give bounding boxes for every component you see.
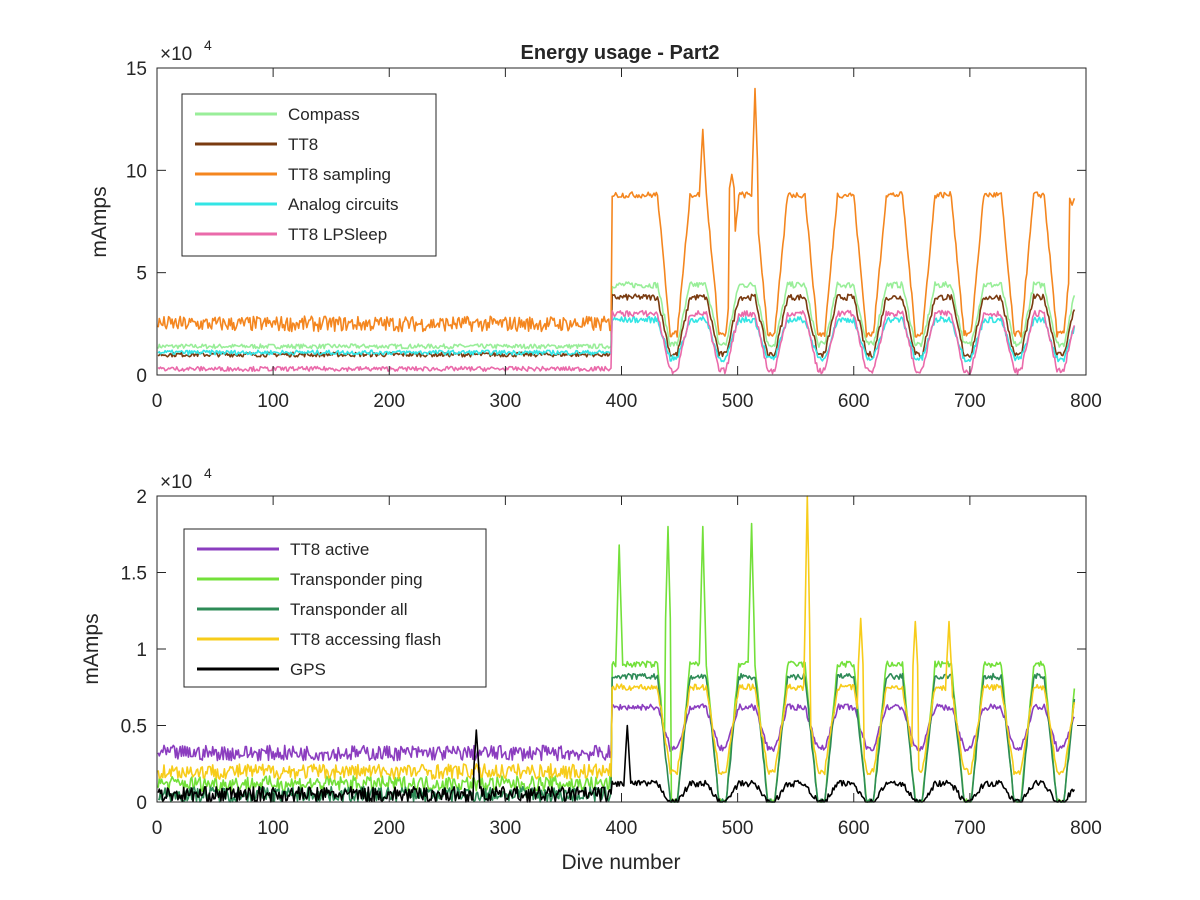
top-y-axis-label: mAmps [88, 186, 111, 257]
bottom-legend-label-transponder-ping: Transponder ping [290, 570, 423, 589]
bottom-exponent-power: 4 [204, 465, 212, 481]
top-legend: Compass TT8 TT8 sampling Analog circuits TT8… [181, 93, 437, 257]
bottom-x-tick-label: 100 [257, 818, 289, 839]
bottom-exponent: ×10 4 [160, 465, 212, 493]
bottom-x-tick-label: 0 [152, 818, 163, 839]
bottom-series-tt8-accessing-flash [157, 495, 1076, 780]
top-x-tick-label: 0 [152, 391, 163, 412]
top-exponent-power: 4 [204, 37, 212, 53]
bottom-series-gps [157, 724, 1076, 803]
top-x-tick-label: 300 [490, 391, 522, 412]
bottom-x-tick-label: 800 [1070, 818, 1102, 839]
top-legend-label-analog-circuits: Analog circuits [288, 195, 399, 214]
top-x-tick-label: 200 [373, 391, 405, 412]
top-x-tick-label: 800 [1070, 391, 1102, 412]
top-legend-label-compass: Compass [288, 105, 360, 124]
bottom-legend-label-tt8-active: TT8 active [290, 540, 369, 559]
bottom-x-tick-label: 500 [722, 818, 754, 839]
chart-title: Energy usage - Part2 [521, 42, 720, 64]
top-x-tick-label: 600 [838, 391, 870, 412]
top-y-tick-label: 0 [136, 366, 147, 387]
top-x-tick-label: 100 [257, 391, 289, 412]
bottom-y-tick-label: 0.5 [121, 717, 147, 738]
top-legend-label-tt8-sampling: TT8 sampling [288, 165, 391, 184]
top-x-tick-label: 700 [954, 391, 986, 412]
x-axis-label: Dive number [561, 851, 680, 874]
bottom-legend: TT8 active Transponder ping Transponder al… [183, 528, 487, 688]
bottom-legend-label-transponder-all: Transponder all [290, 600, 408, 619]
bottom-y-tick-label: 1 [136, 640, 147, 661]
top-x-tick-label: 400 [606, 391, 638, 412]
top-series-tt8-sampling [157, 87, 1076, 338]
top-series-compass [157, 281, 1076, 350]
bottom-x-tick-label: 300 [490, 818, 522, 839]
bottom-chart: 0 100 200 300 400 500 600 700 800 0 0.5 1 1.5 2 ×10 4… [80, 465, 1102, 874]
top-x-tick-label: 500 [722, 391, 754, 412]
bottom-x-tick-label: 200 [373, 818, 405, 839]
bottom-legend-label-tt8-accessing-flash: TT8 accessing flash [290, 630, 441, 649]
top-exponent: ×10 4 [160, 37, 212, 65]
bottom-x-tick-label: 700 [954, 818, 986, 839]
bottom-y-axis-label: mAmps [80, 613, 103, 684]
bottom-x-tick-label: 600 [838, 818, 870, 839]
top-y-tick-label: 10 [126, 161, 147, 182]
top-series-tt8-lpsleep [157, 309, 1076, 375]
top-ticks: 0 100 200 300 400 500 600 700 800 0 5 10 15 [126, 59, 1102, 412]
top-legend-label-tt8: TT8 [288, 135, 318, 154]
bottom-legend-label-gps: GPS [290, 660, 326, 679]
bottom-x-tick-label: 400 [606, 818, 638, 839]
top-series-layer [157, 87, 1076, 375]
top-legend-label-tt8-lpsleep: TT8 LPSleep [288, 225, 387, 244]
bottom-ticks: 0 100 200 300 400 500 600 700 800 0 0.5 1 1.5 2 [121, 487, 1102, 839]
bottom-y-tick-label: 0 [136, 793, 147, 814]
top-y-tick-label: 5 [136, 264, 147, 285]
top-chart: 0 100 200 300 400 500 600 700 800 0 5 10 15 ×10 4 mA… [88, 37, 1102, 412]
top-series-analog-circuits [157, 315, 1076, 363]
bottom-y-tick-label: 2 [136, 487, 147, 508]
bottom-y-tick-label: 1.5 [121, 564, 147, 585]
bottom-series-tt8-active [157, 703, 1076, 762]
top-y-tick-label: 15 [126, 59, 147, 80]
bottom-exponent-base: ×10 [160, 472, 192, 493]
top-exponent-base: ×10 [160, 44, 192, 65]
